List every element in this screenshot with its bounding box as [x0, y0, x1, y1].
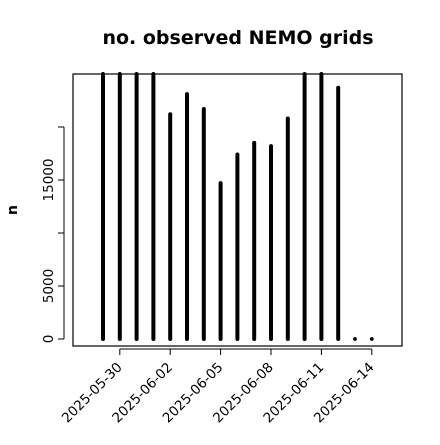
- y-axis-label: n: [5, 205, 21, 215]
- y-tick-label: 0: [41, 335, 57, 344]
- y-tick-label: 5000: [41, 269, 57, 303]
- bars: [101, 72, 374, 341]
- x-axis: 2025-05-302025-06-022025-06-052025-06-08…: [59, 348, 378, 426]
- plot-frame: [72, 73, 403, 347]
- y-tick-label: 15000: [41, 159, 57, 202]
- y-axis: 0 5000 15000: [41, 126, 65, 344]
- bar-zero-point: [369, 337, 374, 341]
- bar-zero-point: [353, 337, 357, 341]
- chart-title: no. observed NEMO grids: [102, 27, 373, 49]
